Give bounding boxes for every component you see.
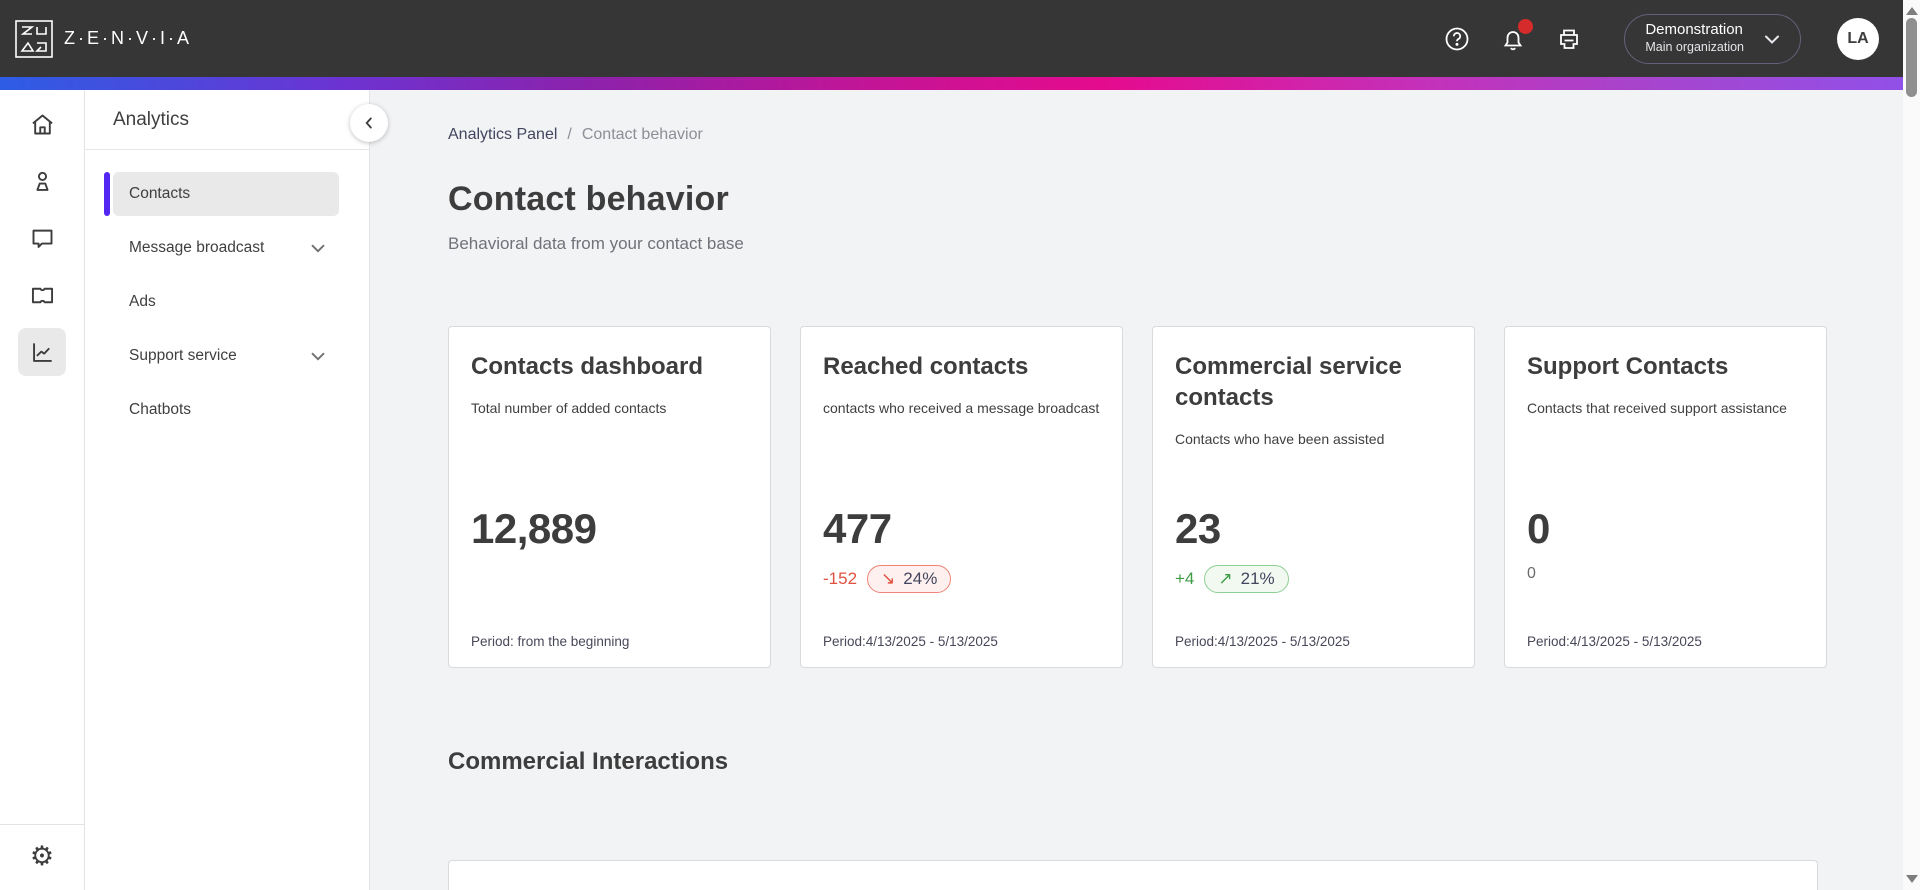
help-icon[interactable]	[1444, 26, 1470, 52]
icon-rail: ⚙	[0, 90, 85, 890]
user-avatar[interactable]: LA	[1837, 17, 1879, 60]
collapse-sidebar-button[interactable]	[350, 104, 388, 142]
card-period: Period: from the beginning	[471, 634, 630, 649]
trend-percent: 21%	[1240, 569, 1275, 588]
breadcrumb: Analytics Panel / Contact behavior	[448, 126, 1903, 144]
rail-chat-icon[interactable]	[18, 214, 66, 262]
sidebar-item-label: Chatbots	[129, 401, 192, 418]
commercial-interactions-card-partial	[448, 860, 1818, 890]
card-value: 23	[1175, 505, 1221, 552]
scrollbar-down-arrow[interactable]	[1906, 875, 1918, 883]
card-period: Period:4/13/2025 - 5/13/2025	[1175, 634, 1350, 649]
notification-badge-dot	[1518, 18, 1534, 34]
sidebar-item-chatbots[interactable]: Chatbots	[113, 388, 339, 432]
rail-settings-section: ⚙	[0, 824, 84, 890]
card-description: Total number of added contacts	[471, 400, 667, 417]
brand-name: Z·E·N·V·I·A	[64, 28, 192, 48]
brand: Z·E·N·V·I·A	[14, 19, 192, 59]
card-period: Period:4/13/2025 - 5/13/2025	[1527, 634, 1702, 649]
card-support-contacts: Support Contacts Contacts that received …	[1504, 326, 1827, 668]
sidebar-item-label: Support service	[129, 347, 237, 364]
card-contacts-dashboard: Contacts dashboard Total number of added…	[448, 326, 771, 668]
card-title: Contacts dashboard	[471, 353, 704, 380]
sidebar-item-support-service[interactable]: Support service	[113, 334, 339, 378]
card-title: Commercial service contacts	[1175, 353, 1402, 412]
card-commercial-service-contacts: Commercial service contacts Contacts who…	[1152, 326, 1475, 668]
card-period: Period:4/13/2025 - 5/13/2025	[823, 634, 998, 649]
organization-name: Demonstration	[1645, 21, 1743, 39]
sidebar-item-ads[interactable]: Ads	[113, 280, 339, 324]
chevron-down-icon	[307, 237, 329, 259]
trend-up-icon: ↗	[1218, 569, 1233, 588]
card-description: Contacts that received support assistanc…	[1527, 400, 1787, 417]
scrollbar-up-arrow[interactable]	[1906, 7, 1918, 15]
sidebar-item-message-broadcast[interactable]: Message broadcast	[113, 226, 339, 270]
delta-value: 0	[1527, 565, 1536, 582]
card-reached-contacts: Reached contacts contacts who received a…	[800, 326, 1123, 668]
main-content: Analytics Panel / Contact behavior Conta…	[370, 90, 1903, 890]
breadcrumb-separator: /	[567, 126, 572, 143]
trend-percent: 24%	[903, 569, 938, 588]
section-title-commercial-interactions: Commercial Interactions	[448, 748, 729, 775]
sidebar-item-contacts[interactable]: Contacts	[104, 172, 339, 216]
card-value: 477	[823, 505, 892, 552]
kpi-card-row: Contacts dashboard Total number of added…	[448, 326, 1903, 668]
trend-badge: ↗ 21%	[1204, 565, 1289, 593]
active-item-indicator	[104, 172, 110, 216]
sidebar-title: Analytics	[85, 90, 369, 150]
page-title: Contact behavior	[448, 180, 729, 218]
organization-selector[interactable]: Demonstration Main organization	[1624, 13, 1801, 64]
card-description: contacts who received a message broadcas…	[823, 400, 1100, 417]
trend-down-icon: ↘	[881, 569, 896, 588]
settings-gear-icon[interactable]: ⚙	[29, 841, 55, 872]
sidebar-item-label: Ads	[129, 293, 156, 310]
chevron-down-icon	[307, 345, 329, 367]
scrollbar-thumb[interactable]	[1906, 18, 1917, 97]
card-value: 12,889	[471, 505, 597, 552]
chevron-down-icon	[1760, 27, 1784, 51]
breadcrumb-current: Contact behavior	[581, 126, 703, 143]
rail-ticket-icon[interactable]	[18, 271, 66, 319]
page-subtitle: Behavioral data from your contact base	[448, 234, 744, 253]
sidebar-item-label: Contacts	[129, 185, 191, 202]
zenvia-logo-icon	[14, 19, 54, 59]
notifications-bell-icon[interactable]	[1500, 18, 1534, 52]
printer-icon[interactable]	[1556, 26, 1582, 52]
sidebar-item-label: Message broadcast	[129, 239, 265, 256]
rail-home-icon[interactable]	[18, 100, 66, 148]
rail-contacts-icon[interactable]	[18, 157, 66, 205]
brand-gradient-strip	[0, 77, 1903, 90]
delta-value: +4	[1175, 569, 1195, 588]
organization-subtitle: Main organization	[1645, 40, 1744, 55]
rail-analytics-icon[interactable]	[18, 328, 66, 376]
card-title: Support Contacts	[1527, 353, 1729, 380]
analytics-sidebar: Analytics Contacts Message broadcast Ads…	[85, 90, 388, 890]
card-description: Contacts who have been assisted	[1175, 431, 1385, 448]
card-value: 0	[1527, 505, 1550, 552]
delta-value: -152	[823, 569, 858, 588]
breadcrumb-analytics-panel-link[interactable]: Analytics Panel	[448, 126, 558, 143]
card-title: Reached contacts	[823, 353, 1029, 380]
trend-badge: ↘ 24%	[867, 565, 952, 593]
page-scrollbar[interactable]	[1903, 0, 1920, 890]
top-navigation-bar: Z·E·N·V·I·A Demonstrat	[0, 0, 1903, 77]
